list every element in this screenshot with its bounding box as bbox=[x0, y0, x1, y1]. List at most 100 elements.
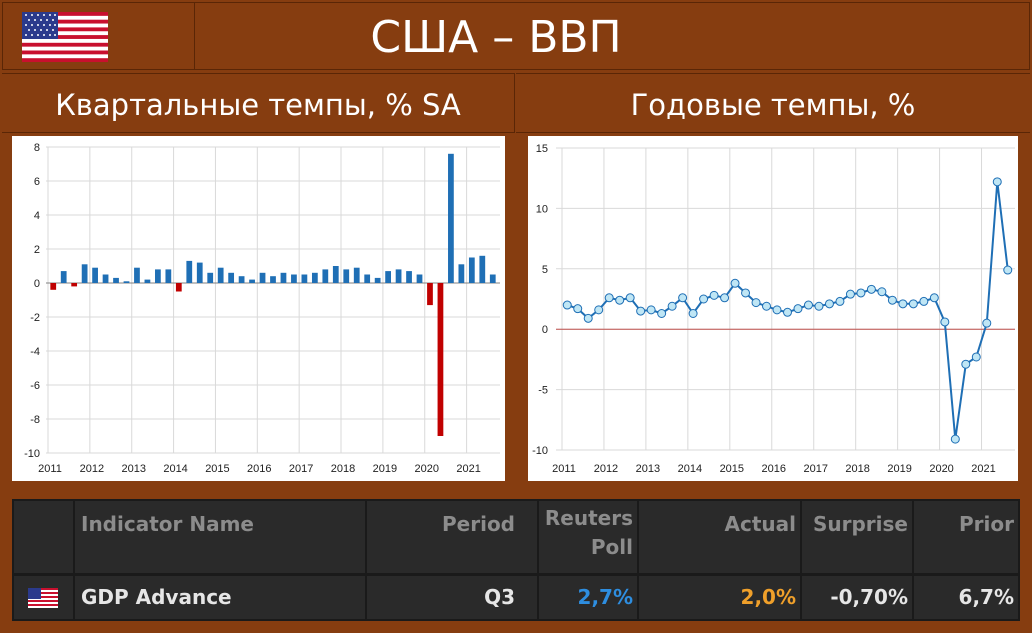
bar bbox=[427, 283, 433, 306]
annual-line-chart-svg: 15 10 5 0 -5 -10 2011 2012 2013 2014 2015 2016 2017 2… bbox=[532, 143, 1015, 475]
header-surprise: Surprise bbox=[802, 501, 912, 573]
y-tick-label: -8 bbox=[30, 414, 40, 426]
bar bbox=[385, 271, 391, 283]
bar bbox=[134, 267, 140, 283]
row-prior: 6,7% bbox=[914, 576, 1018, 619]
data-point bbox=[688, 308, 698, 318]
data-point bbox=[636, 306, 646, 316]
x-tick-label: 2011 bbox=[552, 463, 576, 475]
row-surprise: -0,70% bbox=[802, 576, 912, 619]
data-point bbox=[950, 434, 960, 444]
data-point bbox=[898, 299, 908, 309]
indicator-table: Indicator Name Period Reuters Poll Actua… bbox=[12, 499, 1020, 621]
data-point bbox=[940, 317, 950, 327]
bar bbox=[81, 264, 88, 283]
bar bbox=[155, 269, 161, 283]
quarterly-bar-chart-svg: 8 6 4 2 0 -2 -4 -6 -8 -10 2011 2012 2013 2014 2015 2016… bbox=[24, 142, 500, 475]
bar bbox=[113, 277, 119, 283]
us-flag-icon bbox=[22, 12, 108, 62]
x-tick-label: 2020 bbox=[929, 463, 953, 475]
bar bbox=[270, 276, 276, 283]
bar bbox=[353, 267, 360, 283]
bar bbox=[489, 274, 496, 283]
row-period: Q3 bbox=[367, 576, 537, 619]
x-tick-label: 2018 bbox=[845, 463, 869, 475]
x-tick-label: 2016 bbox=[247, 463, 271, 475]
data-point bbox=[751, 298, 761, 308]
bar bbox=[228, 272, 235, 283]
data-point bbox=[961, 359, 971, 369]
bar bbox=[144, 279, 151, 283]
header-flag-cell bbox=[14, 501, 73, 573]
row-flag-cell bbox=[14, 576, 73, 619]
data-point bbox=[573, 304, 583, 314]
data-point bbox=[615, 295, 625, 305]
bar bbox=[479, 255, 486, 283]
bar bbox=[458, 264, 465, 283]
data-point bbox=[699, 294, 709, 304]
data-point bbox=[604, 293, 614, 303]
x-tick-label: 2020 bbox=[415, 463, 439, 475]
x-tick-label: 2014 bbox=[678, 463, 702, 475]
header-prior: Prior bbox=[914, 501, 1018, 573]
bar bbox=[102, 274, 109, 283]
x-tick-label: 2019 bbox=[373, 463, 397, 475]
y-tick-label: 0 bbox=[34, 278, 40, 290]
bar bbox=[416, 274, 423, 283]
y-tick-label: 2 bbox=[34, 244, 40, 256]
x-tick-label: 2017 bbox=[289, 463, 313, 475]
row-actual: 2,0% bbox=[639, 576, 800, 619]
row-indicator-name: GDP Advance bbox=[75, 576, 365, 619]
bar bbox=[165, 269, 172, 283]
header-indicator-name: Indicator Name bbox=[75, 501, 365, 573]
data-point bbox=[814, 301, 824, 311]
x-tick-label: 2012 bbox=[594, 463, 618, 475]
x-tick-label: 2015 bbox=[205, 463, 229, 475]
data-point bbox=[793, 304, 803, 314]
bar bbox=[123, 281, 130, 283]
y-tick-label: 15 bbox=[536, 143, 548, 155]
data-point bbox=[678, 293, 688, 303]
data-point bbox=[866, 284, 876, 294]
data-point bbox=[992, 177, 1002, 187]
data-point bbox=[720, 293, 730, 303]
bar bbox=[395, 269, 402, 283]
header-poll-line2: Poll bbox=[590, 535, 633, 559]
title-row bbox=[2, 2, 1030, 70]
bar bbox=[217, 267, 224, 283]
bar bbox=[332, 266, 339, 283]
left-chart-title: Квартальные темпы, % SA bbox=[2, 73, 515, 133]
x-tick-label: 2018 bbox=[331, 463, 355, 475]
data-point bbox=[562, 300, 572, 310]
bar bbox=[280, 272, 287, 283]
bar bbox=[92, 267, 98, 283]
us-flag-icon bbox=[28, 588, 58, 608]
y-tick-label: -10 bbox=[532, 445, 548, 457]
bar bbox=[364, 274, 371, 283]
header-actual: Actual bbox=[639, 501, 800, 573]
x-tick-label: 2011 bbox=[38, 463, 62, 475]
bar bbox=[437, 283, 444, 436]
bar bbox=[238, 276, 245, 283]
bar bbox=[186, 260, 193, 283]
bar bbox=[60, 271, 67, 283]
bar bbox=[343, 269, 350, 283]
y-tick-label: 0 bbox=[542, 324, 548, 336]
y-tick-label: -10 bbox=[24, 448, 40, 460]
x-tick-label: 2021 bbox=[971, 463, 995, 475]
annual-line-chart: 15 10 5 0 -5 -10 2011 2012 2013 2014 2015 2016 2017 2… bbox=[528, 136, 1018, 481]
subtitle-row: Квартальные темпы, % SA Годовые темпы, % bbox=[0, 73, 1032, 133]
x-tick-label: 2013 bbox=[121, 463, 145, 475]
data-point bbox=[803, 300, 813, 310]
x-tick-label: 2012 bbox=[80, 463, 104, 475]
data-point bbox=[667, 301, 677, 311]
y-tick-label: 5 bbox=[542, 264, 548, 276]
data-point bbox=[625, 293, 635, 303]
y-tick-label: -5 bbox=[538, 385, 548, 397]
data-point bbox=[657, 308, 667, 318]
y-tick-label: 8 bbox=[34, 142, 40, 154]
bar bbox=[468, 257, 475, 283]
data-point bbox=[583, 313, 593, 323]
y-tick-label: -2 bbox=[30, 312, 40, 324]
quarterly-bar-chart: 8 6 4 2 0 -2 -4 -6 -8 -10 2011 2012 2013 2014 2015 2016… bbox=[12, 136, 505, 481]
